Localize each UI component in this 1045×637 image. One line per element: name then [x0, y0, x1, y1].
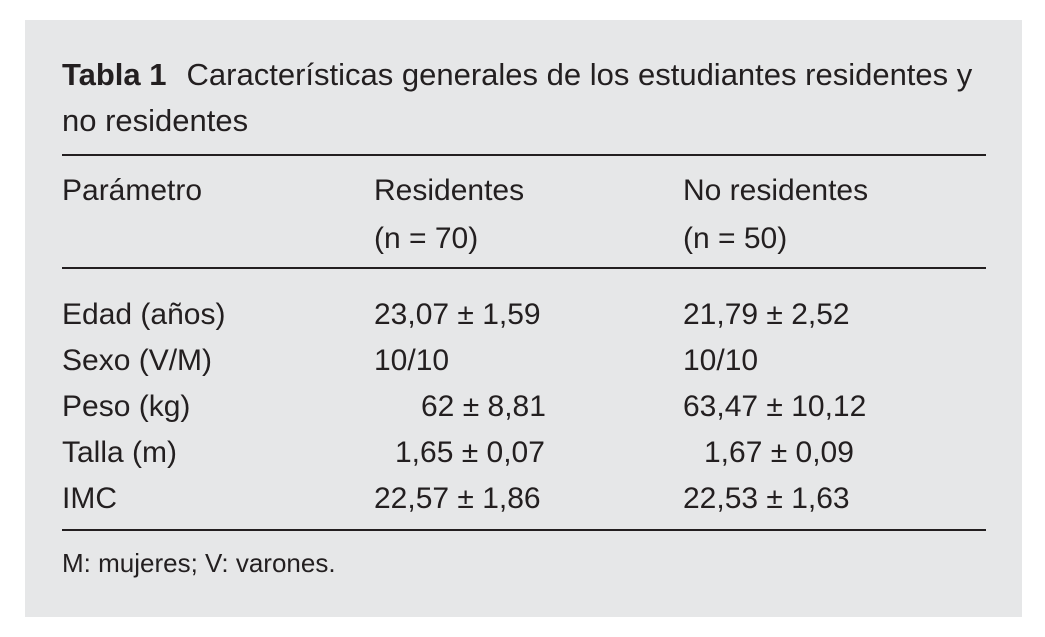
table-footnote: M: mujeres; V: varones. — [62, 548, 336, 578]
bottom-rule — [62, 529, 986, 531]
table-panel — [25, 20, 1022, 617]
row-residentes: 62 ± 8,81 — [421, 390, 546, 423]
row-residentes: 1,65 ± 0,07 — [395, 436, 545, 469]
row-no-residentes: 10/10 — [683, 344, 759, 377]
row-param: Talla (m) — [62, 436, 178, 469]
table-caption: Tabla 1 Características generales de los … — [62, 52, 992, 144]
header-parametro: Parámetro — [62, 174, 203, 207]
row-no-residentes: 1,67 ± 0,09 — [704, 436, 854, 469]
row-param: Peso (kg) — [62, 390, 191, 423]
row-param: IMC — [62, 482, 117, 515]
row-residentes: 10/10 — [374, 344, 450, 377]
row-no-residentes: 22,53 ± 1,63 — [683, 482, 850, 515]
row-residentes: 23,07 ± 1,59 — [374, 298, 541, 331]
table-label: Tabla 1 — [62, 57, 167, 92]
header-no-residentes-n: (n = 50) — [683, 222, 788, 255]
top-rule — [62, 154, 986, 156]
header-residentes: Residentes — [374, 174, 525, 207]
header-no-residentes: No residentes — [683, 174, 869, 207]
row-param: Edad (años) — [62, 298, 226, 331]
header-residentes-n: (n = 70) — [374, 222, 479, 255]
row-param: Sexo (V/M) — [62, 344, 213, 377]
row-residentes: 22,57 ± 1,86 — [374, 482, 541, 515]
header-rule — [62, 267, 986, 269]
row-no-residentes: 63,47 ± 10,12 — [683, 390, 867, 423]
table-title: Características generales de los estudia… — [62, 57, 973, 138]
row-no-residentes: 21,79 ± 2,52 — [683, 298, 850, 331]
